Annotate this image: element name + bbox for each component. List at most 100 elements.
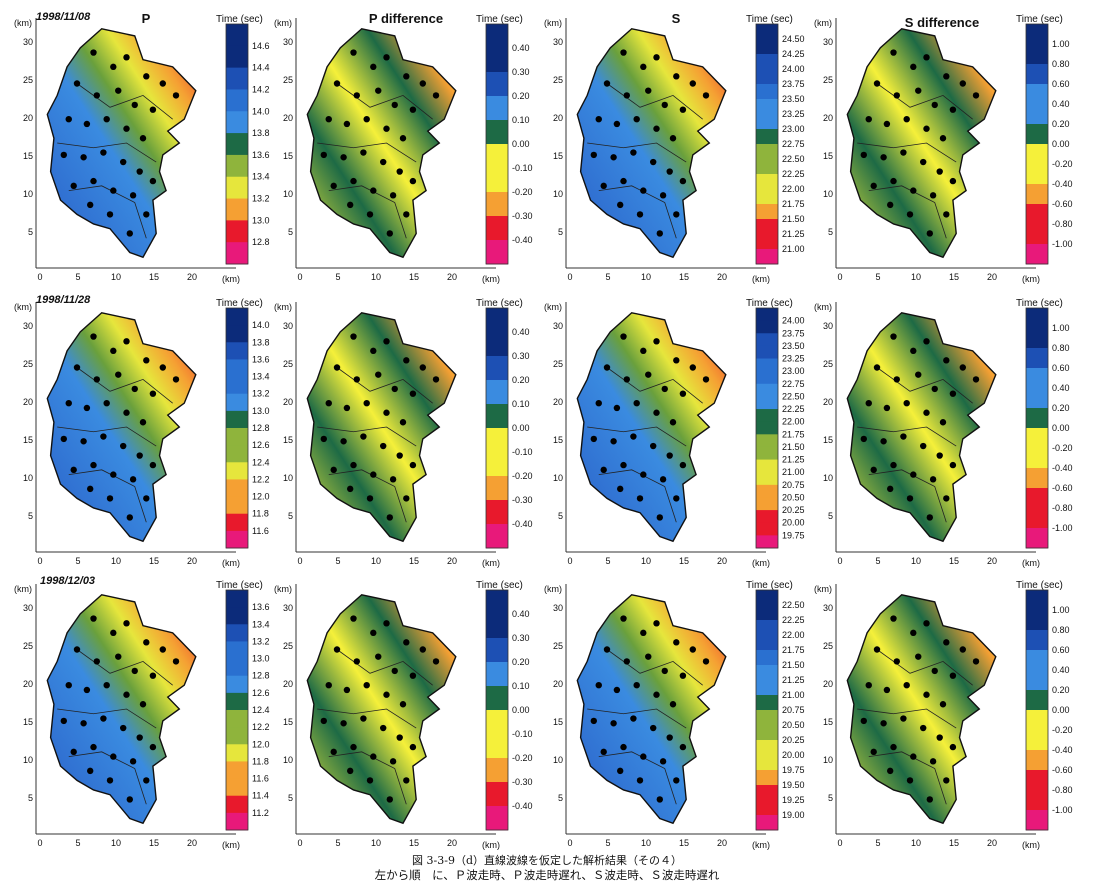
station-dot: [943, 73, 950, 80]
colorbar-segment: [1026, 24, 1048, 45]
colorbar-tick-label: 19.25: [782, 795, 805, 805]
colorbar-tick-label: -0.30: [512, 211, 533, 221]
y-tick-label: 30: [823, 321, 833, 331]
colorbar-tick-label: 19.00: [782, 810, 805, 820]
y-tick-label: 20: [23, 113, 33, 123]
colorbar-tick-label: -0.40: [1052, 745, 1073, 755]
colorbar-tick-label: 12.2: [252, 474, 270, 484]
station-dot: [623, 92, 630, 99]
colorbar-tick-label: -0.40: [512, 519, 533, 529]
x-tick-label: 10: [111, 272, 121, 282]
colorbar-segment: [486, 192, 508, 217]
station-dot: [360, 149, 367, 156]
station-dot: [630, 149, 637, 156]
colorbar-tick-label: -1.00: [1052, 805, 1073, 815]
colorbar-segment: [756, 459, 778, 473]
colorbar-segment: [756, 234, 778, 250]
colorbar-segment: [226, 496, 248, 515]
station-dot: [673, 357, 680, 364]
colorbar-segment: [226, 176, 248, 200]
district-boundary: [57, 142, 157, 163]
station-dot: [880, 154, 887, 161]
station-dot: [673, 211, 680, 218]
colorbar-tick-label: -0.20: [1052, 443, 1073, 453]
station-dot: [93, 658, 101, 665]
colorbar-segment: [756, 409, 778, 423]
colorbar-tick-label: -0.20: [1052, 159, 1073, 169]
station-dot: [640, 187, 647, 194]
station-dot: [129, 476, 137, 483]
station-dot: [923, 409, 930, 416]
colorbar-segment: [1026, 750, 1048, 771]
district-boundary: [868, 751, 947, 805]
y-tick-label: 25: [283, 359, 293, 369]
colorbar-segment: [486, 806, 508, 831]
station-dot: [370, 347, 377, 355]
district-boundary: [328, 751, 407, 805]
colorbar-tick-label: 22.25: [782, 615, 805, 625]
station-dot: [640, 753, 647, 760]
colorbar-tick-label: 20.75: [782, 705, 805, 715]
station-dot: [409, 106, 417, 113]
colorbar-segment: [226, 308, 248, 326]
station-dot: [103, 682, 110, 689]
station-dot: [656, 796, 663, 803]
station-dot: [620, 333, 627, 340]
colorbar-tick-label: -0.20: [512, 187, 533, 197]
y-tick-label: 10: [283, 189, 293, 199]
station-dot: [80, 720, 87, 727]
station-dot: [123, 409, 130, 416]
colorbar-tick-label: -0.10: [512, 163, 533, 173]
colorbar-segment: [1026, 328, 1048, 349]
station-dot: [149, 177, 157, 185]
district-boundary: [336, 649, 433, 686]
colorbar-segment: [1026, 468, 1048, 489]
station-dot: [653, 409, 660, 416]
y-tick-label: 30: [823, 37, 833, 47]
colorbar-tick-label: 20.25: [782, 505, 805, 515]
station-dot: [702, 658, 710, 665]
y-axis-unit: (km): [814, 584, 832, 594]
station-dot: [926, 230, 933, 237]
colorbar-frame: [1025, 23, 1049, 265]
station-dot: [347, 767, 354, 775]
station-dot: [396, 734, 403, 741]
colorbar-tick-label: -1.00: [1052, 523, 1073, 533]
district-boundary: [876, 83, 973, 120]
station-dot: [906, 495, 914, 502]
station-dot: [375, 653, 382, 660]
colorbar-tick-label: 0.80: [1052, 59, 1070, 69]
colorbar-tick-label: 0.40: [512, 327, 530, 337]
station-dot: [679, 672, 687, 679]
colorbar-tick-label: 22.75: [782, 379, 805, 389]
district-boundary: [857, 426, 957, 447]
station-dot: [903, 116, 910, 123]
station-dot: [936, 452, 943, 459]
station-dot: [630, 715, 637, 722]
station-dot: [653, 54, 660, 61]
x-tick-label: 15: [409, 556, 419, 566]
y-tick-label: 10: [23, 755, 33, 765]
colorbar-segment: [226, 812, 248, 831]
colorbar-segment: [756, 472, 778, 486]
y-tick-label: 20: [823, 397, 833, 407]
station-dot: [600, 748, 607, 756]
district-boundary: [328, 469, 407, 523]
colorbar-title: Time (sec): [746, 298, 793, 309]
colorbar-segment: [486, 380, 508, 405]
station-dot: [409, 177, 417, 185]
station-dot: [403, 73, 410, 80]
station-dot: [123, 338, 130, 345]
colorbar-segment: [226, 359, 248, 378]
y-axis-unit: (km): [544, 302, 562, 312]
colorbar-segment: [486, 500, 508, 525]
y-tick-label: 15: [23, 151, 33, 161]
x-axis-unit: (km): [1022, 274, 1040, 284]
colorbar-tick-label: 22.00: [782, 184, 805, 194]
colorbar-segment: [1026, 790, 1048, 811]
colorbar-segment: [226, 67, 248, 90]
colorbar-tick-label: 23.25: [782, 109, 805, 119]
x-tick-label: 5: [875, 556, 880, 566]
region-map: [576, 594, 727, 825]
colorbar-frame: [485, 589, 509, 831]
